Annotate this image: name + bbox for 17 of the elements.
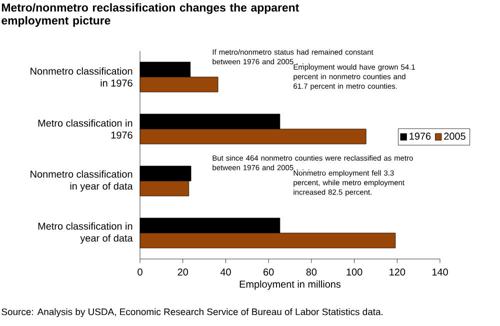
- y-tick-label: Metro classification in 1976: [38, 119, 132, 139]
- legend-label: 2005: [444, 132, 466, 140]
- x-tick-label: 80: [306, 268, 317, 276]
- x-tick-label: 100: [346, 268, 362, 276]
- legend-label: 1976: [410, 132, 431, 140]
- x-tick-label: 40: [220, 268, 231, 276]
- x-tick-label: 140: [432, 268, 448, 276]
- source-note: Source: Analysis by USDA, Economic Research Service of Bureau of Labor Statistics data.: [2, 308, 383, 318]
- x-tick-label: 20: [178, 268, 188, 276]
- y-tick-label: Nonmetro classification in year of data: [30, 170, 133, 192]
- x-axis-title: Employment in millions: [240, 280, 341, 290]
- x-tick-label: 0: [138, 268, 142, 276]
- x-tick-label: 120: [390, 268, 406, 276]
- y-tick-label: Nonmetro classification in 1976: [30, 67, 132, 87]
- x-tick-label: 60: [264, 268, 274, 276]
- chart-title: Metro/nonmetro reclassification changes the apparent employment picture: [2, 3, 299, 27]
- y-tick-label: Metro classification in year of data: [38, 222, 133, 244]
